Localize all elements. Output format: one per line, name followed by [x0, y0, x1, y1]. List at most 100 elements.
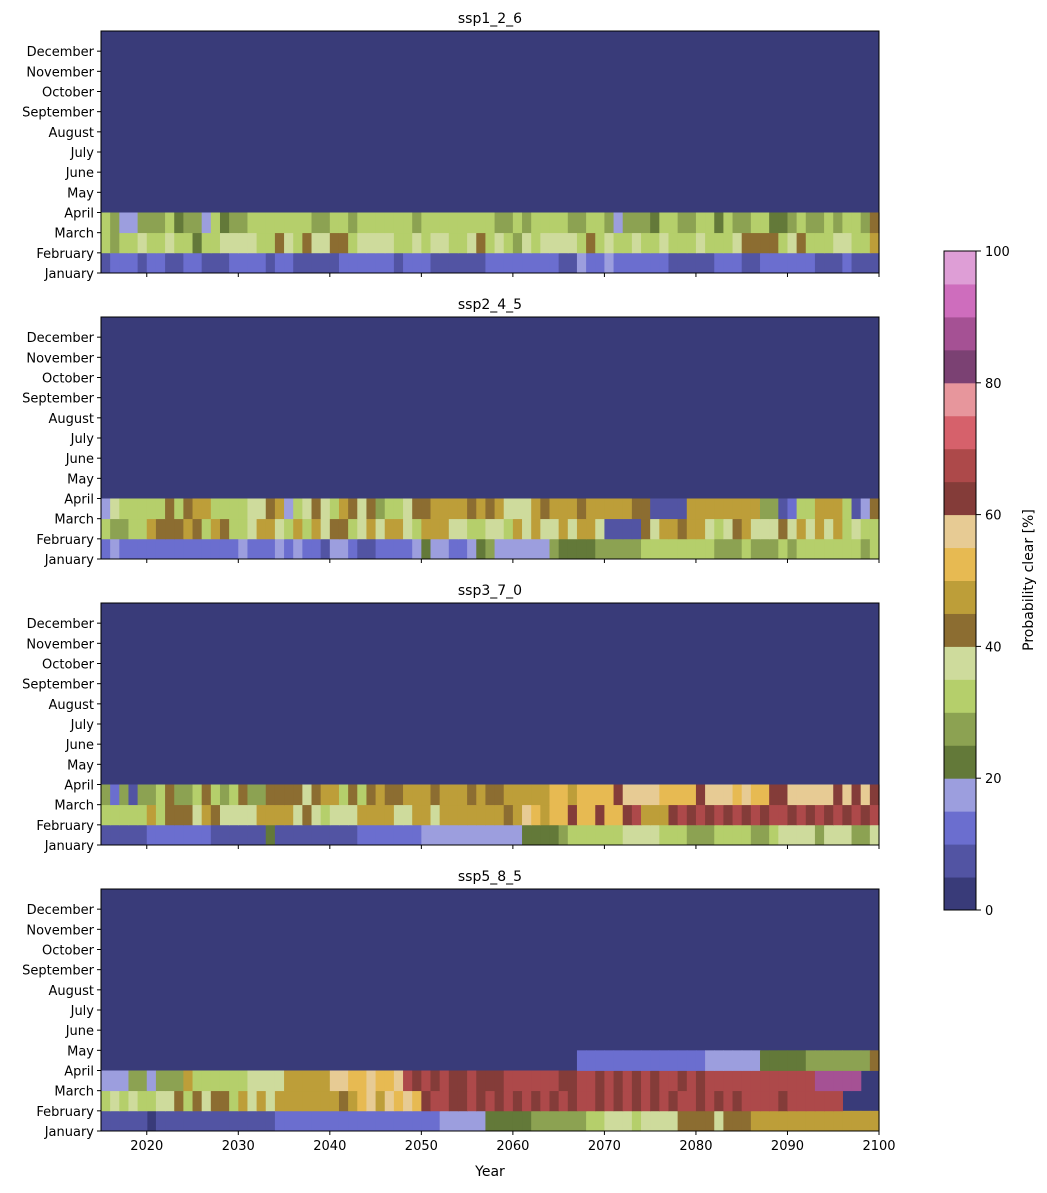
heatmap-cell: [329, 824, 340, 846]
heatmap-cell: [219, 498, 230, 520]
heatmap-cell: [586, 1110, 596, 1132]
heatmap-cell: [403, 498, 413, 520]
heatmap-cell: [668, 538, 679, 560]
heatmap-cell: [311, 538, 322, 560]
heatmap-cell: [631, 518, 642, 540]
heatmap-cell: [714, 212, 724, 234]
heatmap-cell: [393, 1070, 404, 1092]
heatmap-cell: [412, 784, 422, 806]
heatmap-cell: [274, 252, 285, 274]
heatmap-cell: [695, 212, 706, 234]
heatmap-cell: [833, 1070, 843, 1092]
heatmap-cell: [668, 232, 679, 254]
heatmap-cell: [650, 1050, 660, 1071]
heatmap-cell: [869, 784, 880, 806]
heatmap-cell: [393, 232, 404, 254]
heatmap-cell: [814, 252, 825, 274]
heatmap-cell: [760, 804, 770, 826]
heatmap-cell: [613, 1070, 624, 1092]
heatmap-cell: [430, 1070, 441, 1092]
colorbar-frame: [943, 250, 977, 911]
heatmap-cell: [467, 1090, 477, 1112]
heatmap-cell: [119, 498, 130, 520]
heatmap-cell: [595, 1050, 606, 1071]
heatmap-cell: [302, 518, 313, 540]
heatmap-cell: [705, 1070, 715, 1092]
heatmap-cell: [796, 1110, 807, 1132]
heatmap-cell: [622, 232, 633, 254]
heatmap-cell: [320, 1070, 331, 1092]
heatmap-cell: [732, 1050, 743, 1071]
heatmap-cell: [558, 232, 569, 254]
heatmap-cell: [531, 824, 541, 846]
heatmap-cell: [668, 498, 679, 520]
heatmap-cell: [622, 538, 633, 560]
heatmap-cell: [101, 784, 111, 806]
heatmap-cell: [284, 1090, 294, 1112]
heatmap-cell: [393, 498, 404, 520]
heatmap-cell: [375, 212, 386, 234]
heatmap-cell: [430, 784, 441, 806]
heatmap-cell: [833, 804, 843, 826]
heatmap-cell: [430, 804, 441, 826]
heatmap-cell: [595, 538, 606, 560]
x-tick-label: 2040: [313, 1139, 346, 1154]
heatmap-cell: [522, 498, 532, 520]
heatmap-cell: [613, 784, 624, 806]
heatmap-cell: [576, 498, 587, 520]
heatmap-cell: [219, 784, 230, 806]
heatmap-cell: [695, 804, 706, 826]
heatmap-cell: [155, 498, 166, 520]
heatmap-cell: [531, 518, 541, 540]
heatmap-cell: [384, 498, 395, 520]
y-tick-label: July: [70, 718, 95, 733]
heatmap-cell: [549, 232, 560, 254]
heatmap-cell: [375, 784, 386, 806]
heatmap-cell: [384, 518, 395, 540]
heatmap-cell: [677, 232, 688, 254]
colorbar-segment: [944, 514, 976, 549]
heatmap-cell: [238, 1070, 249, 1092]
heatmap-cell: [760, 784, 770, 806]
heatmap-cell: [137, 498, 148, 520]
heatmap-cell: [110, 824, 120, 846]
heatmap-cell: [695, 232, 706, 254]
y-tick-label: April: [64, 779, 94, 794]
heatmap-cell: [659, 1050, 670, 1071]
heatmap-cell: [238, 232, 249, 254]
heatmap-cell: [796, 498, 807, 520]
colorbar-segment: [944, 877, 976, 911]
heatmap-cell: [201, 784, 212, 806]
heatmap-cell: [686, 212, 697, 234]
heatmap-cell: [247, 1110, 258, 1132]
heatmap-cell: [293, 824, 303, 846]
heatmap-cell: [814, 1110, 825, 1132]
heatmap-cell: [760, 538, 770, 560]
heatmap-cell: [137, 804, 148, 826]
heatmap-cell: [165, 518, 175, 540]
heatmap-cell: [238, 1110, 249, 1132]
heatmap-cell: [357, 232, 368, 254]
heatmap-cell: [723, 232, 734, 254]
heatmap-cell: [549, 538, 560, 560]
heatmap-cell: [467, 538, 477, 560]
heatmap-cell: [265, 804, 276, 826]
heatmap-cell: [375, 1070, 386, 1092]
heatmap-cell: [284, 824, 294, 846]
heatmap-cell: [256, 538, 267, 560]
heatmap-cell: [595, 252, 606, 274]
heatmap-cell: [412, 498, 422, 520]
heatmap-cell: [302, 232, 313, 254]
heatmap-cell: [338, 1090, 349, 1112]
heatmap-cell: [421, 1110, 432, 1132]
heatmap-cell: [741, 804, 752, 826]
heatmap-cell: [512, 1070, 523, 1092]
heatmap-cell: [503, 804, 514, 826]
heatmap-cell: [201, 1110, 212, 1132]
heatmap-cell: [567, 498, 578, 520]
heatmap-cell: [146, 252, 157, 274]
heatmap-cell: [183, 1110, 194, 1132]
heatmap-cell: [338, 824, 349, 846]
heatmap-cell: [219, 1110, 230, 1132]
heatmap-cell: [695, 1090, 706, 1112]
